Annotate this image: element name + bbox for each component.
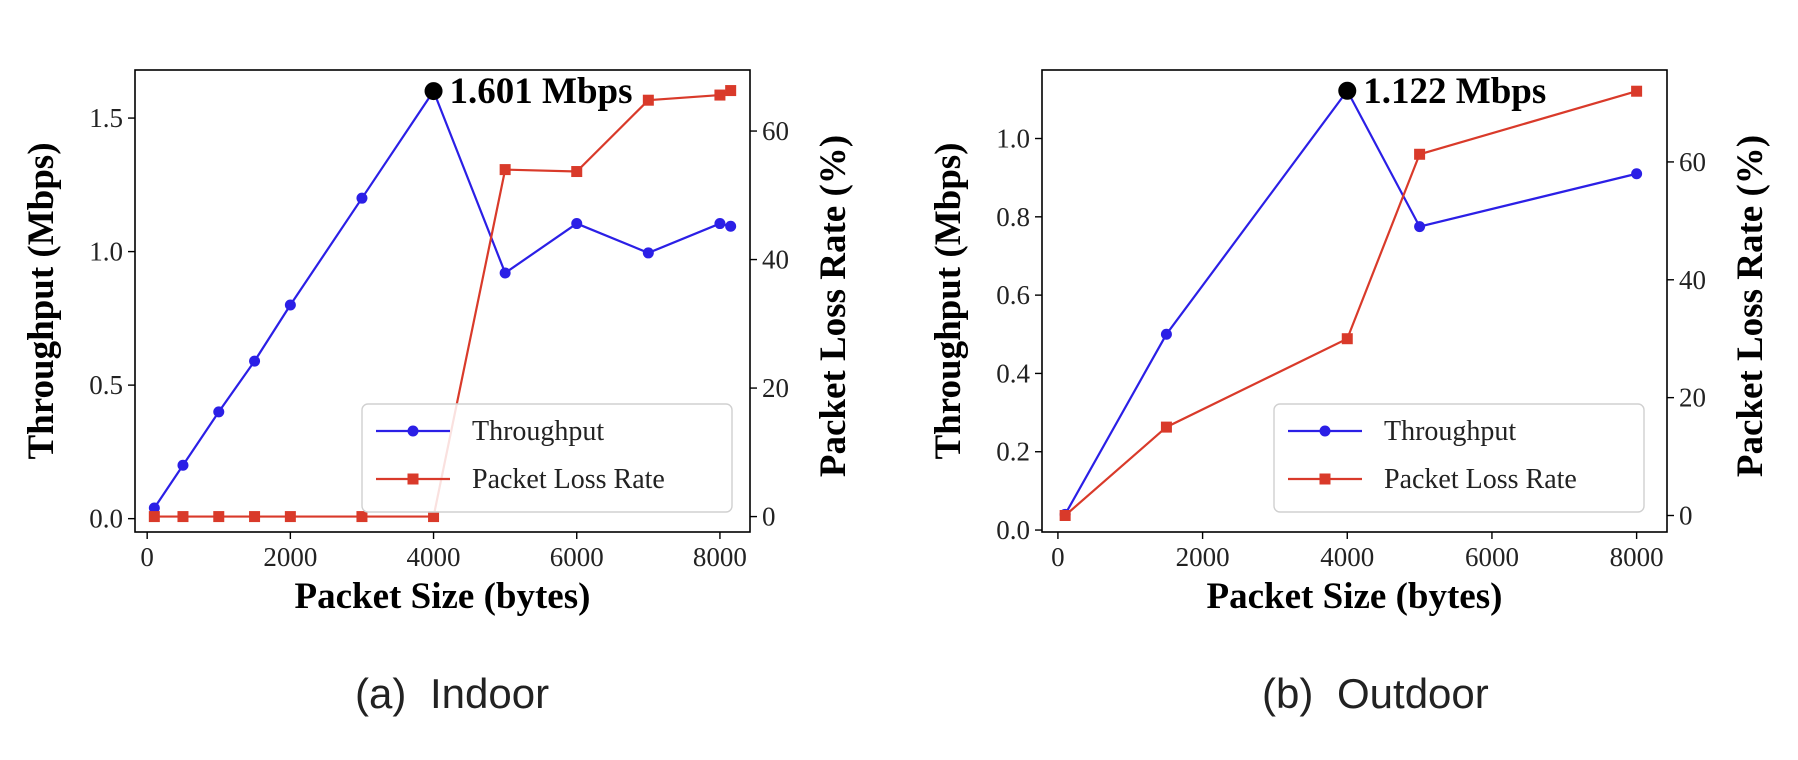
legend-label: Packet Loss Rate	[1384, 464, 1577, 495]
legend-label: Packet Loss Rate	[472, 464, 665, 495]
throughput-line	[153, 88, 731, 509]
y-tick-label: 0.2	[996, 437, 1030, 467]
legend-label: Throughput	[472, 416, 604, 447]
x-tick-label: 4000	[1320, 542, 1374, 572]
packet-loss-line	[154, 89, 732, 518]
packet-loss-point	[725, 85, 737, 97]
caption-text: Indoor	[430, 670, 549, 717]
y2-axis-label: Packet Loss Rate (%)	[1730, 135, 1771, 477]
packet-loss-point	[1414, 148, 1426, 160]
y-tick-label: 0.8	[996, 202, 1030, 232]
y2-tick-label: 20	[762, 373, 789, 403]
y2-tick-label: 40	[762, 245, 789, 275]
throughput-point	[148, 502, 160, 514]
y-tick-label: 1.5	[89, 103, 123, 133]
throughput-point	[1414, 221, 1426, 233]
x-tick-label: 2000	[1176, 542, 1230, 572]
y2-axis-label: Packet Loss Rate (%)	[813, 135, 854, 477]
x-tick-label: 4000	[407, 542, 461, 572]
y-tick-label: 0.6	[996, 280, 1030, 310]
throughput-point	[284, 299, 296, 311]
packet-loss-point	[284, 511, 296, 523]
throughput-point	[356, 192, 368, 204]
packet-loss-point	[249, 511, 261, 523]
caption-text: Outdoor	[1337, 670, 1489, 717]
x-tick-label: 8000	[693, 542, 747, 572]
packet-loss-point	[1341, 333, 1353, 345]
throughput-point	[177, 459, 189, 471]
legend: Throughput Packet Loss Rate	[1273, 403, 1645, 513]
y-tick-label: 0.0	[996, 515, 1030, 545]
y-tick-label: 1.0	[996, 124, 1030, 154]
y2-tick-label: 60	[1679, 147, 1706, 177]
panel-indoor: 0 2000 4000 6000 8000 0.0 0.5 1.0 1.5 0 20 40 60 Pack…	[21, 69, 854, 717]
x-axis-label: Packet Size (bytes)	[1207, 576, 1503, 617]
throughput-point	[499, 267, 511, 279]
y-tick-label: 1.0	[89, 237, 123, 267]
packet-loss-point	[714, 89, 726, 101]
x-tick-label: 2000	[263, 542, 317, 572]
packet-loss-point	[148, 511, 160, 523]
packet-loss-point	[1160, 421, 1172, 433]
throughput-point	[725, 220, 737, 232]
panel-outdoor: 0 2000 4000 6000 8000 0.0 0.2 0.4 0.6 0.8 1.0 0 20 40…	[928, 69, 1771, 717]
legend-swatch-marker	[407, 473, 419, 485]
throughput-point	[249, 355, 261, 367]
caption-label: (a)	[355, 670, 406, 717]
throughput-point	[213, 406, 225, 418]
x-tick-label: 8000	[1610, 542, 1664, 572]
packet-loss-point	[356, 511, 368, 523]
throughput-point	[1631, 168, 1643, 180]
y2-tick-label: 40	[1679, 265, 1706, 295]
peak-annotation: 1.122 Mbps	[1363, 71, 1546, 112]
x-axis-label: Packet Size (bytes)	[295, 576, 591, 617]
legend-swatch-marker	[1319, 473, 1331, 485]
y-tick-label: 0.4	[996, 358, 1030, 388]
peak-annotation: 1.601 Mbps	[450, 71, 633, 112]
y2-tick-label: 0	[762, 502, 776, 532]
x-tick-label: 0	[1051, 542, 1065, 572]
y2-tick-label: 60	[762, 116, 789, 146]
peak-marker	[424, 82, 443, 101]
throughput-point	[571, 218, 583, 230]
y-axis-label: Throughput (Mbps)	[21, 142, 62, 459]
legend: Throughput Packet Loss Rate	[361, 403, 733, 513]
throughput-point	[714, 218, 726, 230]
throughput-point	[642, 247, 654, 259]
plot-frame	[134, 69, 751, 533]
y2-tick-label: 0	[1679, 501, 1693, 531]
legend-swatch-marker	[407, 425, 419, 437]
packet-loss-point	[571, 166, 583, 178]
peak-marker	[1338, 81, 1357, 100]
throughput-point	[1160, 328, 1172, 340]
packet-loss-point	[213, 511, 225, 523]
packet-loss-point	[1059, 510, 1071, 521]
x-tick-label: 6000	[1465, 542, 1519, 572]
y-axis-label: Throughput (Mbps)	[928, 142, 969, 459]
legend-box	[361, 403, 733, 513]
y2-tick-label: 20	[1679, 383, 1706, 413]
legend-swatch-marker	[1319, 425, 1331, 437]
packet-loss-point	[499, 164, 511, 176]
y-tick-label: 0.0	[89, 504, 123, 534]
caption-label: (b)	[1262, 670, 1313, 717]
packet-loss-point	[1631, 85, 1643, 97]
x-tick-label: 6000	[550, 542, 604, 572]
plot-frame	[1041, 69, 1668, 533]
x-tick-label: 0	[140, 542, 154, 572]
legend-box	[1273, 403, 1645, 513]
packet-loss-point	[428, 511, 440, 523]
y-tick-label: 0.5	[89, 370, 123, 400]
legend-label: Throughput	[1384, 416, 1516, 447]
packet-loss-point	[642, 94, 654, 106]
packet-loss-point	[177, 511, 189, 523]
